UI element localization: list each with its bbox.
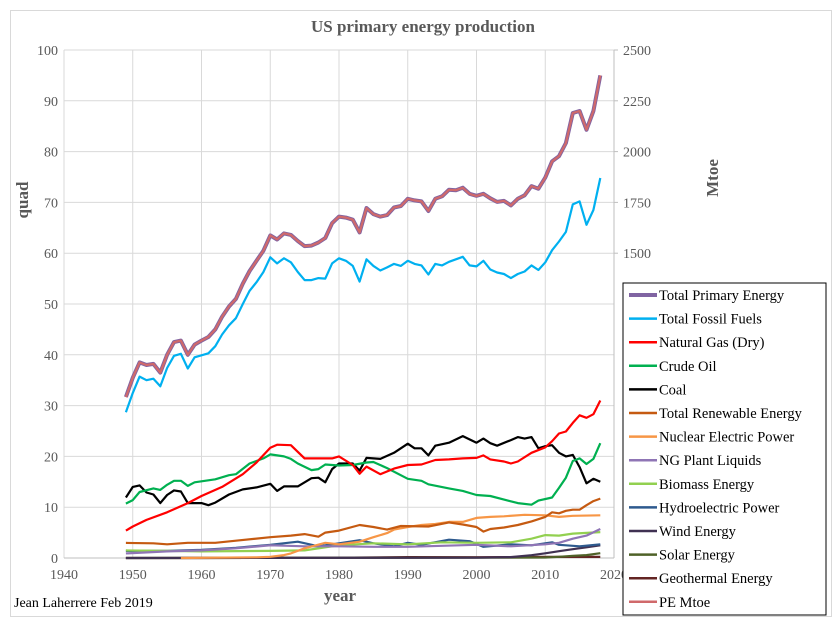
legend-item: Natural Gas (Dry) — [659, 335, 765, 351]
series-line-total-primary-energy — [124, 75, 603, 398]
y-tick-label: 30 — [44, 400, 58, 415]
y-tick-label: 90 — [44, 95, 58, 110]
y-tick-label: 10 — [44, 501, 58, 516]
legend-item: PE Mtoe — [659, 595, 710, 611]
legend-item: Wind Energy — [659, 524, 737, 540]
legend-item: Total Fossil Fuels — [659, 312, 762, 328]
x-tick-label: 1970 — [256, 568, 284, 583]
series-line-biomass-energy — [125, 531, 601, 553]
legend-item: Coal — [659, 382, 686, 398]
legend-box — [622, 282, 827, 616]
x-tick-label: 2010 — [531, 568, 559, 583]
y-tick-label: 60 — [44, 247, 58, 262]
legend-item: Crude Oil — [659, 359, 717, 375]
series-line-pe-mtoe — [124, 75, 602, 398]
legend-item: Geothermal Energy — [659, 571, 773, 587]
y2-tick-label: 2250 — [623, 95, 651, 110]
y2-axis-label: Mtoe — [703, 159, 722, 197]
y2-tick-label: 1500 — [623, 247, 651, 262]
x-tick-label: 1990 — [394, 568, 422, 583]
y-axis-label: quad — [13, 181, 32, 219]
series-line-crude-oil — [125, 442, 602, 506]
x-tick-label: 2000 — [463, 568, 491, 583]
series-line-total-renewable-energy — [125, 497, 601, 546]
x-tick-label: 1960 — [188, 568, 216, 583]
y-tick-label: 0 — [51, 552, 58, 567]
legend-item: Nuclear Electric Power — [659, 430, 794, 446]
y-tick-label: 70 — [44, 196, 58, 211]
legend-item: Total Primary Energy — [659, 288, 785, 304]
legend-item: NG Plant Liquids — [659, 453, 762, 469]
y-tick-label: 40 — [44, 349, 58, 364]
series-line-wind-energy — [125, 544, 601, 560]
y2-tick-label: 1750 — [623, 196, 651, 211]
legend-item: Biomass Energy — [659, 477, 755, 493]
x-axis-label: year — [323, 586, 357, 605]
legend-item: Solar Energy — [659, 548, 736, 564]
legend-item: Total Renewable Energy — [659, 406, 803, 422]
series-line-natural-gas-dry- — [125, 400, 602, 532]
y-tick-label: 80 — [44, 146, 58, 161]
x-tick-label: 2020 — [600, 568, 628, 583]
y-tick-label: 20 — [44, 450, 58, 465]
x-tick-label: 1940 — [50, 568, 78, 583]
x-tick-label: 1980 — [325, 568, 353, 583]
y2-tick-label: 2000 — [623, 146, 651, 161]
series-line-ng-plant-liquids — [125, 528, 601, 555]
y2-tick-label: 2500 — [623, 44, 651, 59]
credit-text: Jean Laherrere Feb 2019 — [14, 596, 153, 611]
y-tick-label: 50 — [44, 298, 58, 313]
legend-item: Hydroelectric Power — [659, 500, 780, 516]
chart-frame — [10, 10, 832, 617]
series-line-total-fossil-fuels — [124, 177, 602, 413]
x-tick-label: 1950 — [119, 568, 147, 583]
y-tick-label: 100 — [37, 44, 58, 59]
chart-title: US primary energy production — [311, 17, 535, 36]
